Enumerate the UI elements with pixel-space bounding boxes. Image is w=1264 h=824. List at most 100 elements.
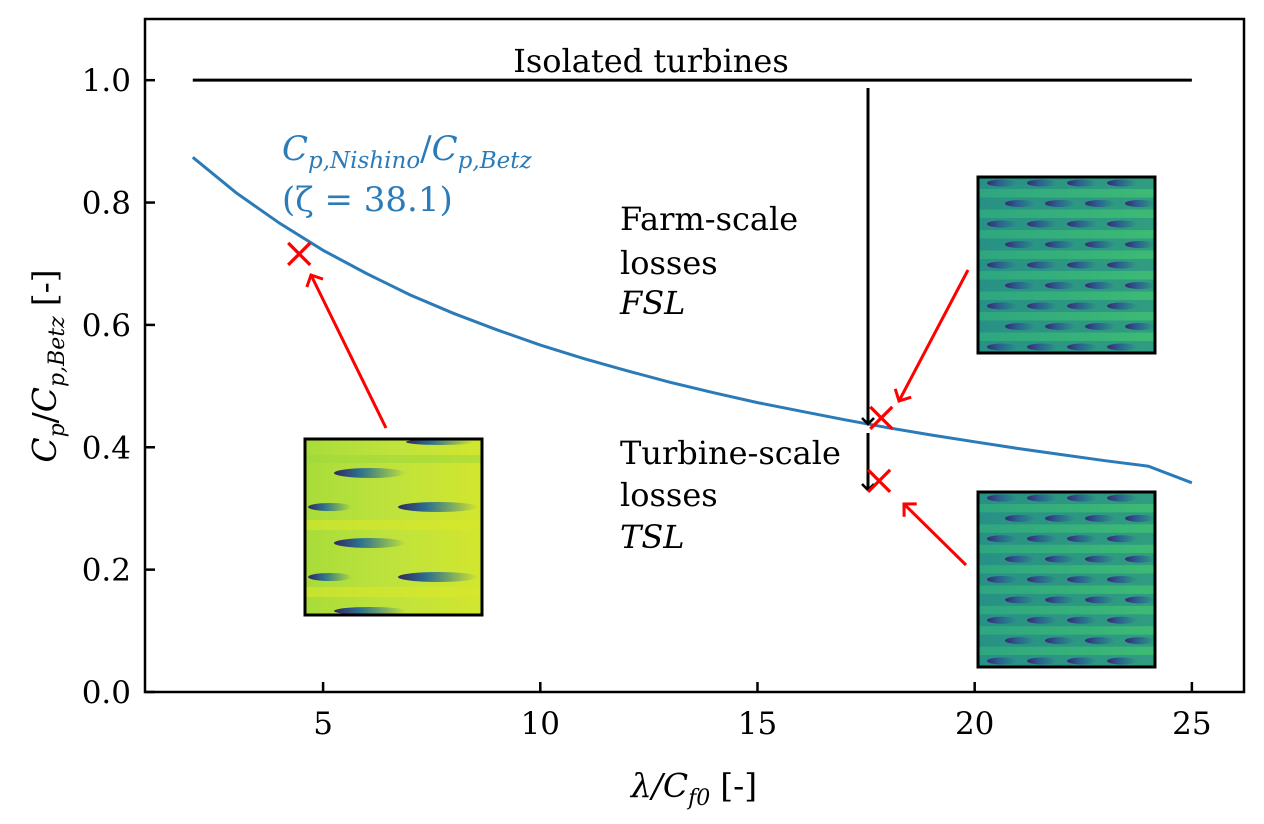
les-marker-farm (869, 405, 894, 431)
turbine-wake (1085, 282, 1115, 289)
y-axis-label-sub1: p (45, 423, 70, 437)
turbine-wake (987, 494, 1017, 502)
wake-band (978, 218, 1155, 230)
zeta-label: (ζ = 38.1) (282, 180, 453, 220)
wake-band (978, 655, 1155, 667)
turbine-wake (1045, 323, 1075, 330)
x-tick-label: 15 (738, 706, 777, 742)
turbine-wake (1067, 576, 1097, 583)
y-tick-label: 0.2 (82, 553, 131, 589)
x-axis-ticks: 5 10 15 20 25 (313, 682, 1212, 742)
y-axis-label-slash: / (25, 411, 64, 423)
turbine-wake (1067, 220, 1097, 228)
x-axis-label-var: λ/C (629, 766, 688, 805)
turbine-wake (1107, 343, 1137, 351)
wake-band (978, 177, 1155, 189)
red-arrow-turbine (904, 504, 968, 567)
turbine-wake (1085, 200, 1115, 207)
wake-band (978, 614, 1155, 627)
turbine-wake (1125, 596, 1155, 604)
isolated-turbines-label: Isolated turbines (513, 42, 789, 80)
turbine-wake (1107, 220, 1137, 228)
turbine-wake (1027, 494, 1057, 502)
turbine-wake (1085, 596, 1115, 604)
inset-farm-flowfield (976, 175, 1157, 355)
red-arrow-left (311, 275, 388, 429)
turbine-wake (1085, 514, 1115, 522)
turbine-wake (987, 343, 1017, 351)
les-marker-left (287, 241, 312, 267)
x-tick-label: 10 (521, 706, 560, 742)
turbine-wake (1085, 241, 1115, 248)
turbine-wake (1027, 535, 1057, 543)
turbine-wake (1045, 514, 1075, 522)
nishino-label-c2: C (432, 129, 458, 169)
x-tick-label: 5 (313, 706, 333, 742)
turbine-wake (987, 302, 1017, 310)
turbine-wake (1067, 179, 1097, 187)
turbine-wake (1045, 241, 1075, 248)
turbine-wake (1125, 282, 1155, 289)
nishino-curve (191, 156, 1193, 485)
red-arrow-farm (899, 269, 970, 401)
nishino-label-sub1: p,Nishino (308, 148, 420, 174)
turbine-wake (1067, 616, 1097, 624)
turbine-wake (1125, 323, 1155, 330)
turbine-wake (1027, 657, 1057, 665)
turbine-wake (1005, 514, 1035, 522)
turbine-wake (1107, 179, 1137, 187)
y-axis-label: Cp/Cp,Betz[-] (25, 269, 70, 462)
fsl-line-2: losses (620, 244, 718, 282)
inset-turbine-flowfield (976, 490, 1157, 669)
x-axis-label: λ/Cf0 [-] (629, 766, 757, 811)
turbine-wake (1027, 261, 1057, 269)
les-marker-turbine (866, 468, 892, 494)
turbine-wake (987, 179, 1017, 187)
x-tick-label: 20 (955, 706, 994, 742)
fsl-line-3: FSL (619, 284, 685, 322)
plot-frame (143, 17, 1246, 694)
turbine-wake (1027, 179, 1057, 187)
turbine-wake (1125, 514, 1155, 522)
turbine-wake (1027, 302, 1057, 310)
turbine-wake (1005, 282, 1035, 289)
turbine-wake (987, 616, 1017, 624)
turbine-wake (987, 535, 1017, 543)
turbine-wake (1067, 535, 1097, 543)
turbine-wake (1027, 343, 1057, 351)
turbine-wake (987, 220, 1017, 228)
turbine-wake (1107, 616, 1137, 624)
turbine-wake (1107, 261, 1137, 269)
turbine-wake (1107, 535, 1137, 543)
x-tick-label: 25 (1172, 706, 1211, 742)
y-axis-label-c1: C (25, 437, 64, 462)
nishino-label-c1: C (282, 129, 308, 169)
wake-band (978, 532, 1155, 545)
tsl-line-2: losses (620, 476, 718, 514)
tsl-line-1: Turbine-scale (620, 434, 841, 472)
y-tick-label: 0.6 (82, 308, 131, 344)
turbine-wake (1005, 555, 1035, 563)
x-axis-label-unit: [-] (720, 766, 757, 805)
y-axis-label-unit: [-] (25, 269, 64, 306)
turbine-wake (1067, 494, 1097, 502)
turbine-wake (1067, 261, 1097, 269)
turbine-wake (987, 261, 1017, 269)
turbine-wake (1005, 637, 1035, 645)
turbine-wake (1107, 302, 1137, 310)
y-axis-label-sub2: p,Betz (45, 316, 70, 387)
wake-band (978, 341, 1155, 353)
nishino-label: Cp,Nishino/Cp,Betz (282, 129, 532, 174)
turbine-wake (1107, 657, 1137, 665)
y-tick-label: 0.8 (82, 186, 131, 222)
turbine-wake (1067, 302, 1097, 310)
turbine-wake (1045, 596, 1075, 604)
wake-band (978, 492, 1155, 504)
turbine-wake (1107, 576, 1137, 583)
turbine-wake (987, 657, 1017, 665)
turbine-wake (1125, 241, 1155, 248)
y-tick-label: 0.0 (82, 675, 131, 711)
turbine-wake (1085, 555, 1115, 563)
turbine-wake (1085, 637, 1115, 645)
x-axis-label-sub: f0 (686, 786, 710, 811)
